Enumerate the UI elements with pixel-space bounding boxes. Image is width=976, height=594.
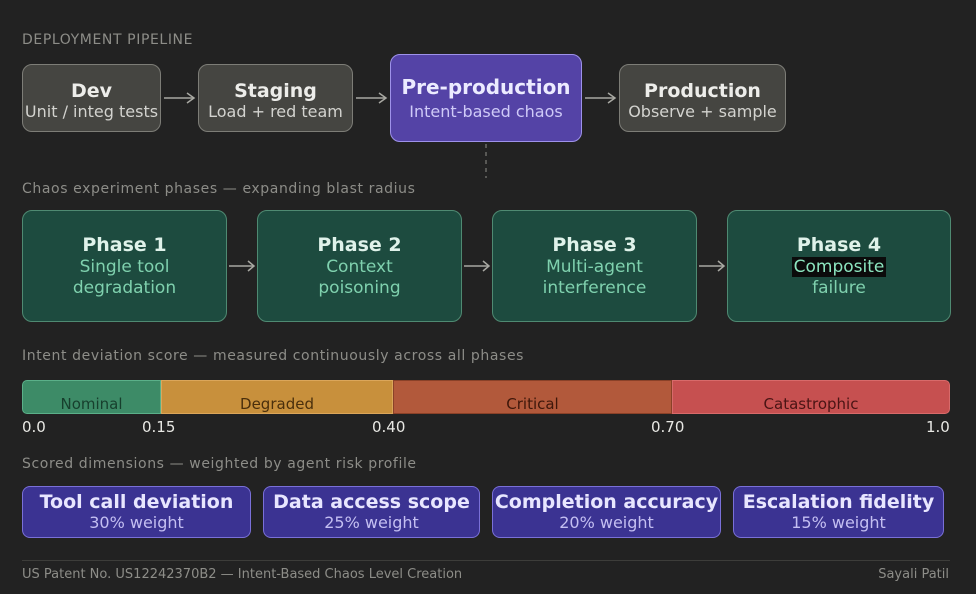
phase-line-wrap: Composite [791,257,887,278]
segment-label: Critical [506,395,559,413]
score-segment-degraded: Degraded [161,380,393,414]
stage-title: Dev [70,80,113,102]
dimension-data-access-scope: Data access scope 25% weight [263,486,480,538]
arrow-right-icon [356,92,388,104]
phase-title: Phase 4 [796,234,882,256]
phase-4: Phase 4 Composite failure [727,210,951,322]
dimension-weight: 30% weight [89,513,184,532]
phase-1: Phase 1 Single tool degradation [22,210,227,322]
score-segment-nominal: Nominal [22,380,161,414]
footer-patent: US Patent No. US12242370B2 — Intent-Base… [22,567,463,582]
score-tick: 0.0 [22,418,46,436]
phase-line: degradation [72,278,177,298]
stage-pre-production: Pre-production Intent-based chaos [390,54,582,142]
stage-subtitle: Unit / integ tests [24,102,159,121]
footer-author: Sayali Patil [878,567,949,582]
phase-line: poisoning [318,278,401,298]
dimension-weight: 25% weight [324,513,419,532]
segment-label: Degraded [240,395,314,413]
arrow-right-icon [699,260,726,272]
stage-title: Pre-production [401,75,571,99]
dashed-connector [485,144,487,178]
stage-subtitle: Load + red team [208,102,343,121]
dimension-weight: 15% weight [791,513,886,532]
stage-title: Staging [234,80,317,102]
phase-2: Phase 2 Context poisoning [257,210,462,322]
score-label: Intent deviation score — measured contin… [22,348,525,364]
score-tick: 0.70 [651,418,685,436]
phase-line: interference [542,278,647,298]
pipeline-label: DEPLOYMENT PIPELINE [22,32,194,48]
phase-title: Phase 3 [552,234,637,256]
footer-divider [22,560,950,561]
dimension-title: Data access scope [273,491,470,513]
dimension-completion-accuracy: Completion accuracy 20% weight [492,486,721,538]
score-tick: 1.0 [926,418,950,436]
phase-3: Phase 3 Multi-agent interference [492,210,697,322]
score-segment-critical: Critical [393,380,672,414]
phase-line: failure [812,278,866,298]
phase-line: Multi-agent [546,257,643,277]
score-tick: 0.40 [372,418,406,436]
dimension-weight: 20% weight [559,513,654,532]
stage-production: Production Observe + sample [619,64,786,132]
score-tick: 0.15 [142,418,176,436]
dimensions-label: Scored dimensions — weighted by agent ri… [22,456,417,472]
dimension-title: Escalation fidelity [742,491,935,513]
arrow-right-icon [229,260,256,272]
dimension-title: Tool call deviation [39,491,234,513]
dimension-escalation-fidelity: Escalation fidelity 15% weight [733,486,944,538]
score-segment-catastrophic: Catastrophic [672,380,950,414]
arrow-right-icon [464,260,491,272]
stage-subtitle: Observe + sample [628,102,777,121]
stage-subtitle: Intent-based chaos [409,102,563,121]
stage-dev: Dev Unit / integ tests [22,64,161,132]
phase-line: Context [326,257,393,277]
segment-label: Catastrophic [763,395,859,413]
segment-label: Nominal [60,395,123,413]
dimension-tool-call-deviation: Tool call deviation 30% weight [22,486,251,538]
stage-staging: Staging Load + red team [198,64,353,132]
phase-line: Single tool [79,257,170,277]
arrow-right-icon [585,92,617,104]
stage-title: Production [644,80,761,102]
dimension-title: Completion accuracy [494,491,719,513]
phases-label: Chaos experiment phases — expanding blas… [22,181,416,197]
phase-title: Phase 2 [317,234,402,256]
phase-title: Phase 1 [82,234,167,256]
arrow-right-icon [164,92,196,104]
phase-line-highlighted: Composite [791,257,887,277]
